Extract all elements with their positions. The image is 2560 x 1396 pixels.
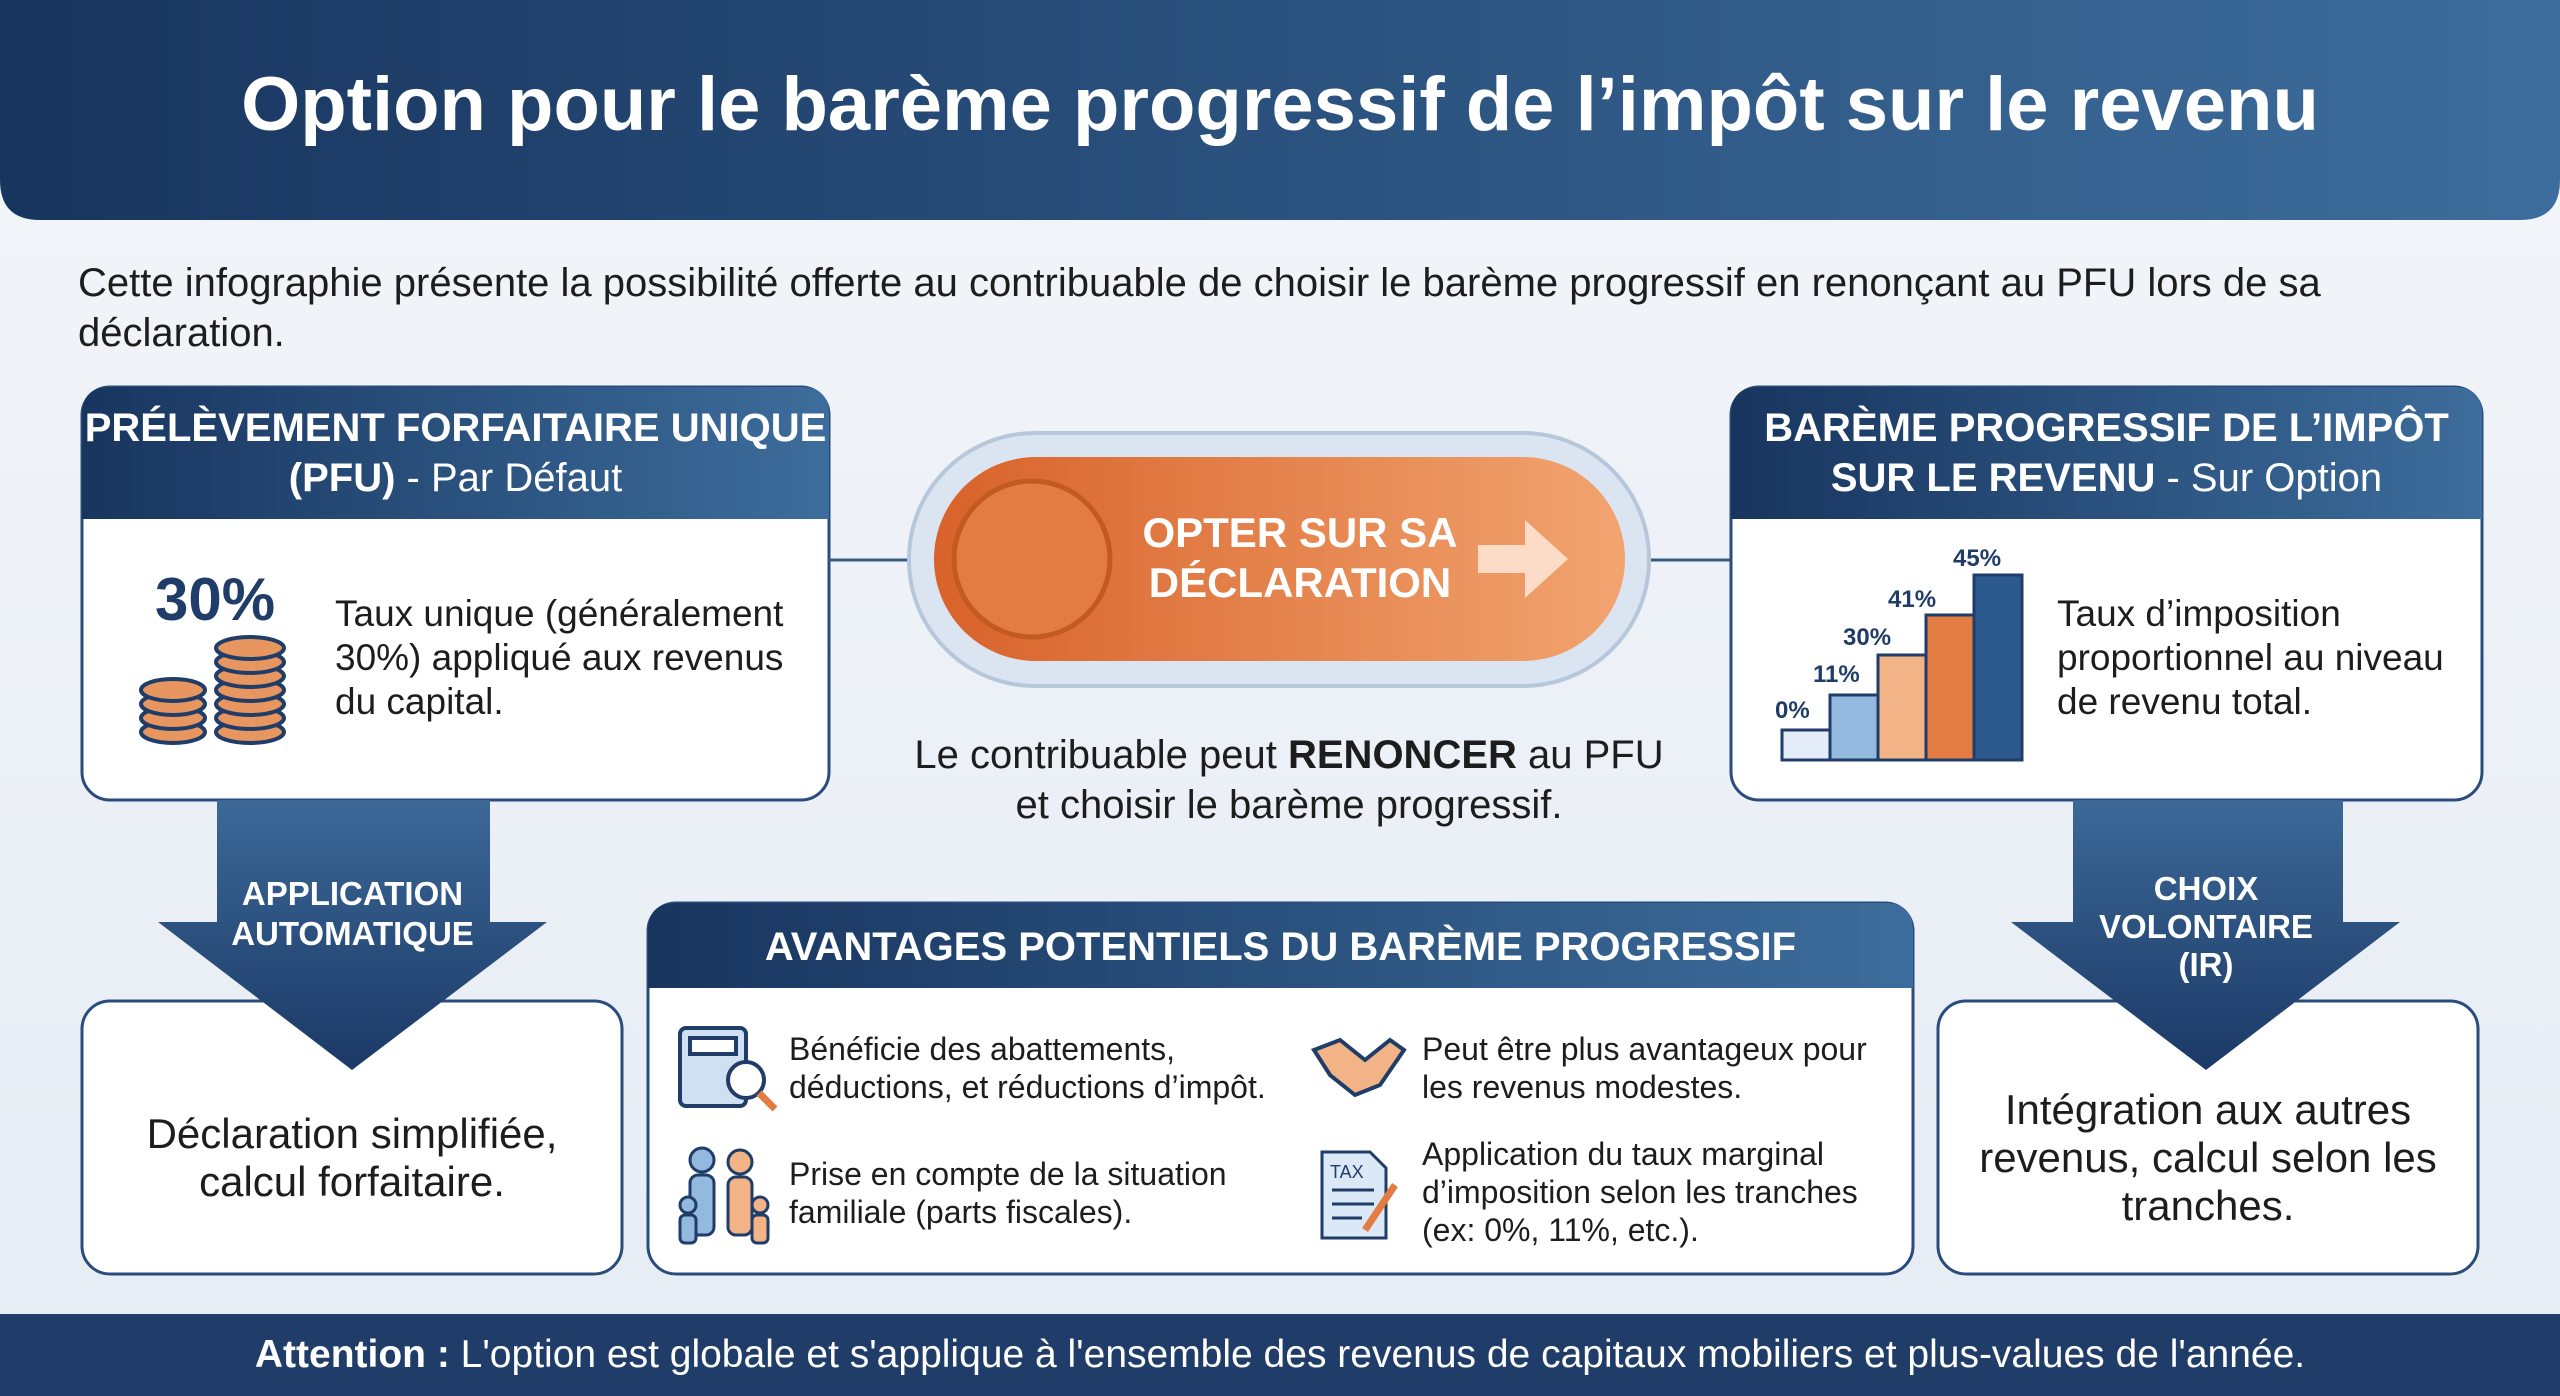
bracket-label: 41% <box>1888 586 1936 613</box>
bracket-chart-icon <box>1780 573 2024 762</box>
right-arrow <box>2011 800 2400 1070</box>
left-card-rate: 30% <box>155 566 276 633</box>
tax-document-icon: TAX <box>1320 1150 1398 1240</box>
left-arrow <box>158 800 547 1070</box>
calculator-icon <box>678 1026 778 1112</box>
right-card-description: Taux d’imposition proportionnel au nivea… <box>2057 593 2444 722</box>
right-result: Intégration aux autres revenus, calcul s… <box>1979 1086 2437 1229</box>
advantage-item: Application du taux marginal d’impositio… <box>1422 1136 1858 1248</box>
tax-icon-label: TAX <box>1330 1162 1364 1182</box>
left-card-title-main: PRÉLÈVEMENT FORFAITAIRE UNIQUE (PFU) <box>84 406 827 500</box>
left-arrow-label: APPLICATION AUTOMATIQUE <box>231 875 474 952</box>
bracket-label: 30% <box>1843 624 1891 651</box>
advantage-item: Bénéficie des abattements, déductions, e… <box>789 1031 1266 1105</box>
button-arrow <box>1478 520 1568 598</box>
handshake-icon <box>1310 1037 1407 1098</box>
advantages-title: AVANTAGES POTENTIELS DU BARÈME PROGRESSI… <box>764 925 1797 969</box>
intro: Cette infographie présente la possibilit… <box>78 261 2321 355</box>
right-card-subtitle: - Sur Option <box>2166 456 2383 500</box>
advantages-header <box>648 903 1913 988</box>
right-card-title: BARÈME PROGRESSIF DE L’IMPÔT SUR LE REVE… <box>1731 403 2482 503</box>
bracket-label: 11% <box>1813 661 1860 688</box>
coins-icon <box>139 635 286 745</box>
left-card-title: PRÉLÈVEMENT FORFAITAIRE UNIQUE (PFU) - P… <box>82 403 829 503</box>
left-card-header <box>82 387 829 519</box>
footer-note: Attention : L'option est globale et s'ap… <box>0 1332 2560 1378</box>
button-pill <box>934 457 1625 661</box>
header-bar <box>0 0 2560 220</box>
title: Option pour le barème progressif de l’im… <box>241 62 2319 147</box>
center-note-before: Le contribuable peut <box>914 733 1277 777</box>
button-knob <box>951 478 1113 640</box>
center-note-after: au PFU et choisir le barème progressif. <box>1015 733 1664 827</box>
right-card-title-main: BARÈME PROGRESSIF DE L’IMPÔT SUR LE REVE… <box>1764 406 2449 500</box>
center-note-emphasis: RENONCER <box>1287 733 1517 777</box>
left-card-subtitle: - Par Défaut <box>406 456 623 500</box>
left-card-description: Taux unique (généralement 30%) appliqué … <box>335 593 784 722</box>
left-result: Déclaration simplifiée, calcul forfaitai… <box>146 1110 558 1205</box>
footer-label: Attention : <box>254 1333 450 1376</box>
footer-text: L'option est globale et s'applique à l'e… <box>460 1333 2306 1376</box>
bracket-label: 45% <box>1953 545 2001 572</box>
center-note: Le contribuable peut RENONCER au PFU et … <box>909 730 1669 830</box>
advantage-item: Peut être plus avantageux pour les reven… <box>1422 1031 1867 1105</box>
bracket-label: 0% <box>1775 697 1810 724</box>
footer-bar <box>0 1314 2560 1396</box>
advantage-item: Prise en compte de la situation familial… <box>789 1156 1227 1230</box>
right-arrow-label: CHOIX VOLONTAIRE (IR) <box>2099 870 2313 983</box>
family-icon <box>678 1146 770 1245</box>
button-label: OPTER SUR SA DÉCLARATION <box>1142 509 1458 606</box>
right-card-header <box>1731 387 2482 519</box>
